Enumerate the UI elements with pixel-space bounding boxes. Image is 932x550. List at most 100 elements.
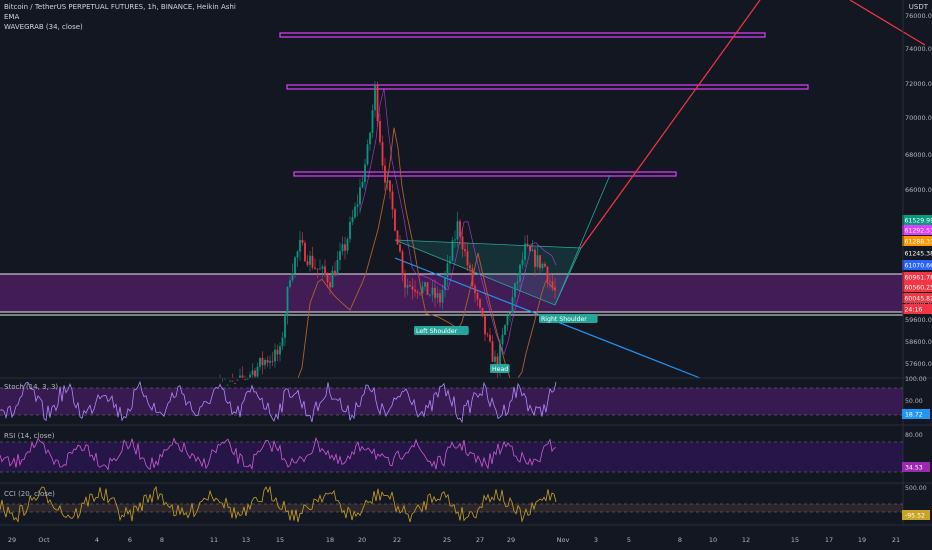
price-label: 61292.53 bbox=[905, 228, 932, 235]
candle-body bbox=[289, 280, 291, 287]
candle-body bbox=[459, 221, 461, 237]
candle-body bbox=[461, 236, 464, 250]
candle-body bbox=[256, 366, 259, 377]
rsi-tick-80: 80.00 bbox=[905, 432, 923, 439]
candle-body bbox=[279, 346, 281, 355]
candle-body bbox=[404, 274, 406, 288]
candle-body bbox=[326, 274, 329, 283]
candle-body bbox=[379, 120, 381, 143]
candle-body bbox=[394, 209, 396, 231]
candle-body bbox=[349, 221, 351, 240]
stoch-line bbox=[0, 380, 557, 424]
candle-body bbox=[421, 286, 424, 294]
candle-body bbox=[456, 221, 459, 240]
cci-band bbox=[0, 504, 903, 512]
candle-body bbox=[531, 249, 534, 252]
candle-body bbox=[474, 285, 476, 294]
candle-body bbox=[364, 164, 366, 182]
candle-body bbox=[444, 277, 446, 291]
candle-body bbox=[249, 374, 251, 378]
candle-body bbox=[321, 266, 324, 269]
right-shoulder-label-bg bbox=[539, 314, 598, 323]
candle-body bbox=[359, 187, 361, 205]
candle-body bbox=[519, 264, 521, 282]
rsi-pane-label[interactable]: RSI (14, close) bbox=[4, 432, 55, 440]
x-tick-label: 22 bbox=[393, 536, 401, 544]
candle-body bbox=[339, 251, 341, 261]
candle-body bbox=[311, 255, 314, 268]
candle-body bbox=[341, 244, 344, 252]
price-label-bg bbox=[902, 248, 932, 258]
price-label: 61245.38 bbox=[905, 251, 932, 258]
stoch-band bbox=[0, 388, 903, 415]
candle-body bbox=[314, 267, 316, 269]
candle-body bbox=[294, 257, 296, 274]
wavegrab-legend[interactable]: WAVEGRAB (34, close) bbox=[4, 23, 83, 31]
candle-body bbox=[436, 293, 439, 298]
candle-body bbox=[529, 245, 531, 252]
axis-unit-label: USDT bbox=[908, 3, 928, 11]
candle-body bbox=[356, 204, 359, 207]
candle-body bbox=[261, 357, 264, 366]
cci-line bbox=[0, 485, 557, 523]
cci-tick-500: 500.00 bbox=[905, 485, 927, 492]
resistance-level-2 bbox=[286, 84, 809, 90]
candle-body bbox=[476, 293, 479, 300]
candle-body bbox=[426, 282, 429, 296]
candle-body bbox=[324, 266, 326, 275]
osc-value-bg bbox=[902, 409, 930, 419]
candle-body bbox=[336, 260, 339, 276]
candle-body bbox=[381, 142, 384, 166]
candle-body bbox=[406, 285, 409, 288]
x-tick-label: Nov bbox=[557, 536, 570, 544]
rsi-line bbox=[0, 436, 557, 471]
candle-body bbox=[491, 341, 494, 362]
right-shoulder-label: Right Shoulder bbox=[541, 316, 587, 323]
candle-body bbox=[401, 251, 404, 275]
candle-body bbox=[424, 282, 426, 287]
candle-body bbox=[296, 251, 299, 258]
y-tick-label: 59600.00 bbox=[905, 316, 932, 324]
candle-body bbox=[306, 261, 309, 265]
candle-body bbox=[234, 383, 236, 384]
candle-body bbox=[514, 283, 516, 297]
candle-body bbox=[431, 287, 434, 295]
x-tick-label: 8 bbox=[678, 536, 682, 544]
candle-body bbox=[554, 287, 556, 291]
resistance-level-3 bbox=[293, 171, 677, 177]
candle-body bbox=[241, 375, 244, 378]
candle-body bbox=[259, 357, 261, 367]
ema-legend[interactable]: EMA bbox=[4, 13, 20, 21]
price-label-bg bbox=[902, 215, 932, 225]
osc-last-value: 34.53 bbox=[905, 465, 923, 472]
price-label-bg bbox=[902, 225, 932, 235]
candle-body bbox=[251, 370, 254, 375]
x-tick-label: 4 bbox=[95, 536, 99, 544]
resistance-level-1 bbox=[279, 32, 766, 38]
x-tick-label: 19 bbox=[858, 536, 866, 544]
x-tick-label: 20 bbox=[358, 536, 366, 544]
candle-body bbox=[484, 316, 486, 335]
price-label-bg bbox=[902, 282, 932, 292]
candle-body bbox=[229, 380, 231, 382]
candle-body bbox=[316, 268, 319, 270]
candle-body bbox=[489, 335, 491, 342]
price-label: 61288.31 bbox=[905, 239, 932, 246]
y-tick-label: 58600.00 bbox=[905, 338, 932, 346]
symbol-title[interactable]: Bitcoin / TetherUS PERPETUAL FUTURES, 1h… bbox=[4, 3, 236, 11]
candle-body bbox=[371, 110, 374, 133]
x-tick-label: 17 bbox=[825, 536, 833, 544]
stoch-pane-label[interactable]: Stoch (14, 3, 3) bbox=[4, 383, 59, 391]
price-label: 61529.99 bbox=[905, 218, 932, 225]
candle-body bbox=[226, 384, 229, 386]
candle-body bbox=[309, 255, 311, 265]
candle-body bbox=[486, 334, 489, 336]
candle-body bbox=[221, 389, 224, 390]
candle-body bbox=[274, 349, 276, 362]
candle-body bbox=[429, 294, 431, 296]
cci-pane-label[interactable]: CCI (20, close) bbox=[4, 490, 55, 498]
candle-body bbox=[284, 316, 286, 338]
candle-body bbox=[399, 244, 401, 252]
candle-body bbox=[304, 242, 306, 262]
